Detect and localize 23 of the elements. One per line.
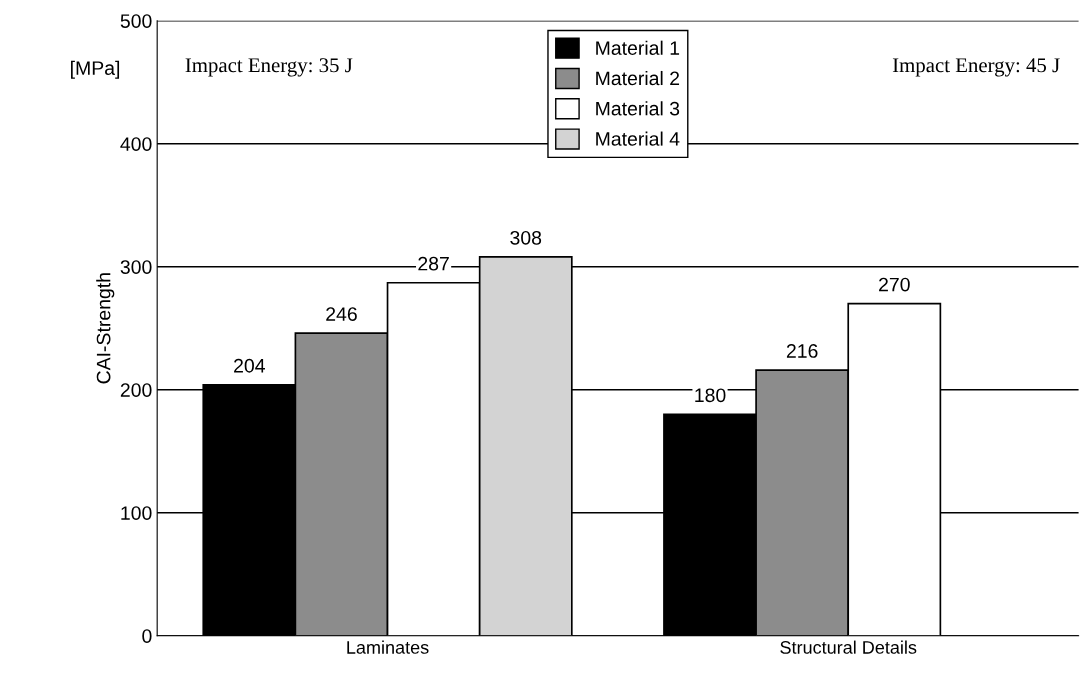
y-tick-label: 500 [120,14,152,28]
annotation: Impact Energy: 45 J [892,58,1060,77]
x-tick-label: Laminates [347,640,429,654]
y-tick-label: 300 [120,260,152,274]
data-label: 216 [786,344,818,358]
annotation: Impact Energy: 35 J [185,58,353,77]
y-tick-label: 0 [142,629,152,643]
legend-label: Material 2 [596,70,680,86]
data-label: 204 [234,358,265,373]
legend-label: Material 1 [596,40,680,55]
legend-label: Material 3 [596,101,680,116]
legend-label: Material 4 [596,131,680,146]
text: [MPa] [71,60,120,79]
data-label: 246 [326,307,357,321]
data-label: 270 [879,277,910,292]
x-tick-label: Structural Details [780,640,917,654]
y-tick-label: 100 [121,506,152,520]
y-tick-label: 200 [120,383,152,397]
y-axis-title: CAI-Strength [96,273,115,384]
data-label: 287 [418,256,449,271]
data-label: 308 [510,230,542,245]
y-tick-label: 400 [120,137,152,151]
data-label: 180 [695,388,726,403]
